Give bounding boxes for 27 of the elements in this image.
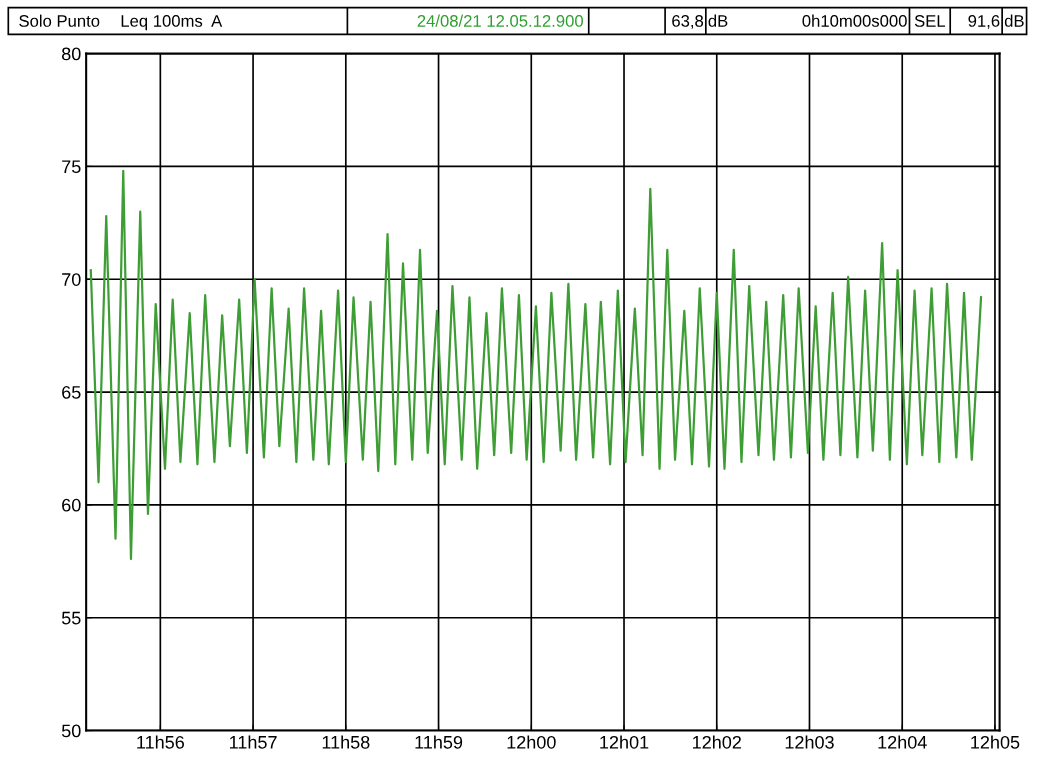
x-tick-label: 12h03: [785, 735, 834, 749]
text: 63,8: [672, 15, 704, 29]
y-tick-label: 50: [61, 724, 81, 738]
x-tick-label: 12h00: [507, 735, 556, 749]
y-tick-label: 55: [61, 611, 81, 625]
x-tick-label: 12h05: [971, 735, 1020, 749]
text: dB: [1004, 14, 1024, 27]
x-tick-label: 11h56: [137, 735, 184, 749]
y-tick-label: 60: [62, 498, 81, 512]
x-tick-label: 12h02: [693, 735, 741, 749]
y-tick-label: 80: [62, 47, 81, 61]
text: 0h10m00s000: [802, 14, 907, 27]
x-tick-label: 11h58: [322, 735, 370, 749]
text: dB: [708, 14, 728, 27]
y-tick-label: 65: [62, 386, 81, 399]
text: 91,6: [968, 15, 1000, 29]
text: Leq 100ms A: [121, 15, 223, 31]
line-series: [89, 169, 983, 561]
x-tick-label: 11h59: [415, 735, 463, 749]
text: SEL: [914, 15, 946, 27]
text: 24/08/21 12.05.12.900: [417, 14, 583, 27]
x-tick-label: 11h57: [230, 735, 277, 749]
text: Solo Punto: [19, 14, 100, 27]
y-tick-label: 70: [62, 273, 81, 286]
x-tick-label: 12h04: [878, 735, 927, 749]
x-tick-label: 12h01: [600, 735, 649, 749]
y-tick-label: 75: [62, 160, 81, 174]
